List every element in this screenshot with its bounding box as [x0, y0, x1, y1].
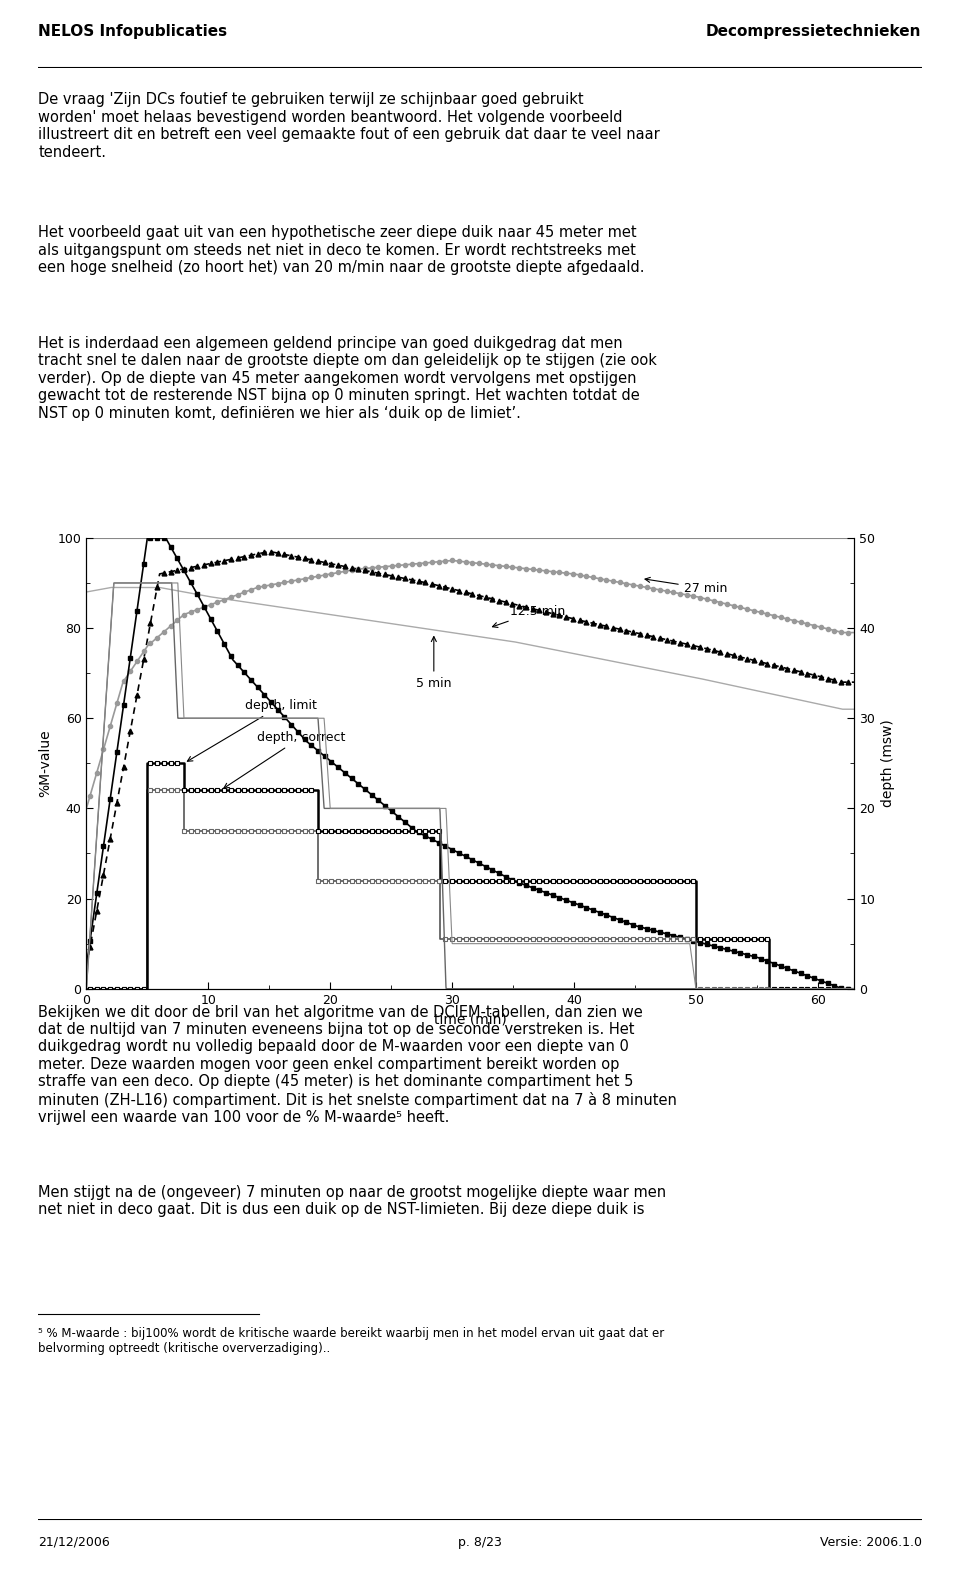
Text: Het voorbeeld gaat uit van een hypothetische zeer diepe duik naar 45 meter met
a: Het voorbeeld gaat uit van een hypotheti…: [38, 225, 645, 275]
Text: 21/12/2006: 21/12/2006: [38, 1536, 110, 1549]
Text: p. 8/23: p. 8/23: [458, 1536, 502, 1549]
Text: ⁵ % M-waarde : bij100% wordt de kritische waarde bereikt waarbij men in het mode: ⁵ % M-waarde : bij100% wordt de kritisch…: [38, 1327, 664, 1354]
Text: 5 min: 5 min: [416, 636, 451, 690]
Text: Men stijgt na de (ongeveer) 7 minuten op naar de grootst mogelijke diepte waar m: Men stijgt na de (ongeveer) 7 minuten op…: [38, 1185, 666, 1217]
Text: depth, correct: depth, correct: [224, 731, 346, 788]
Text: 12.5 min: 12.5 min: [492, 604, 565, 628]
X-axis label: time (min): time (min): [434, 1012, 507, 1027]
Text: De vraag 'Zijn DCs foutief te gebruiken terwijl ze schijnbaar goed gebruikt
word: De vraag 'Zijn DCs foutief te gebruiken …: [38, 92, 660, 160]
Text: 27 min: 27 min: [645, 577, 727, 595]
Text: Bekijken we dit door de bril van het algoritme van de DCIEM-tabellen, dan zien w: Bekijken we dit door de bril van het alg…: [38, 1005, 677, 1125]
Y-axis label: depth (msw): depth (msw): [881, 720, 895, 807]
Text: Versie: 2006.1.0: Versie: 2006.1.0: [820, 1536, 922, 1549]
Text: Het is inderdaad een algemeen geldend principe van goed duikgedrag dat men
trach: Het is inderdaad een algemeen geldend pr…: [38, 335, 658, 421]
Text: Decompressietechnieken: Decompressietechnieken: [707, 24, 922, 38]
Text: depth, limit: depth, limit: [187, 699, 317, 761]
Y-axis label: %M-value: %M-value: [38, 729, 52, 797]
Text: NELOS Infopublicaties: NELOS Infopublicaties: [38, 24, 228, 38]
